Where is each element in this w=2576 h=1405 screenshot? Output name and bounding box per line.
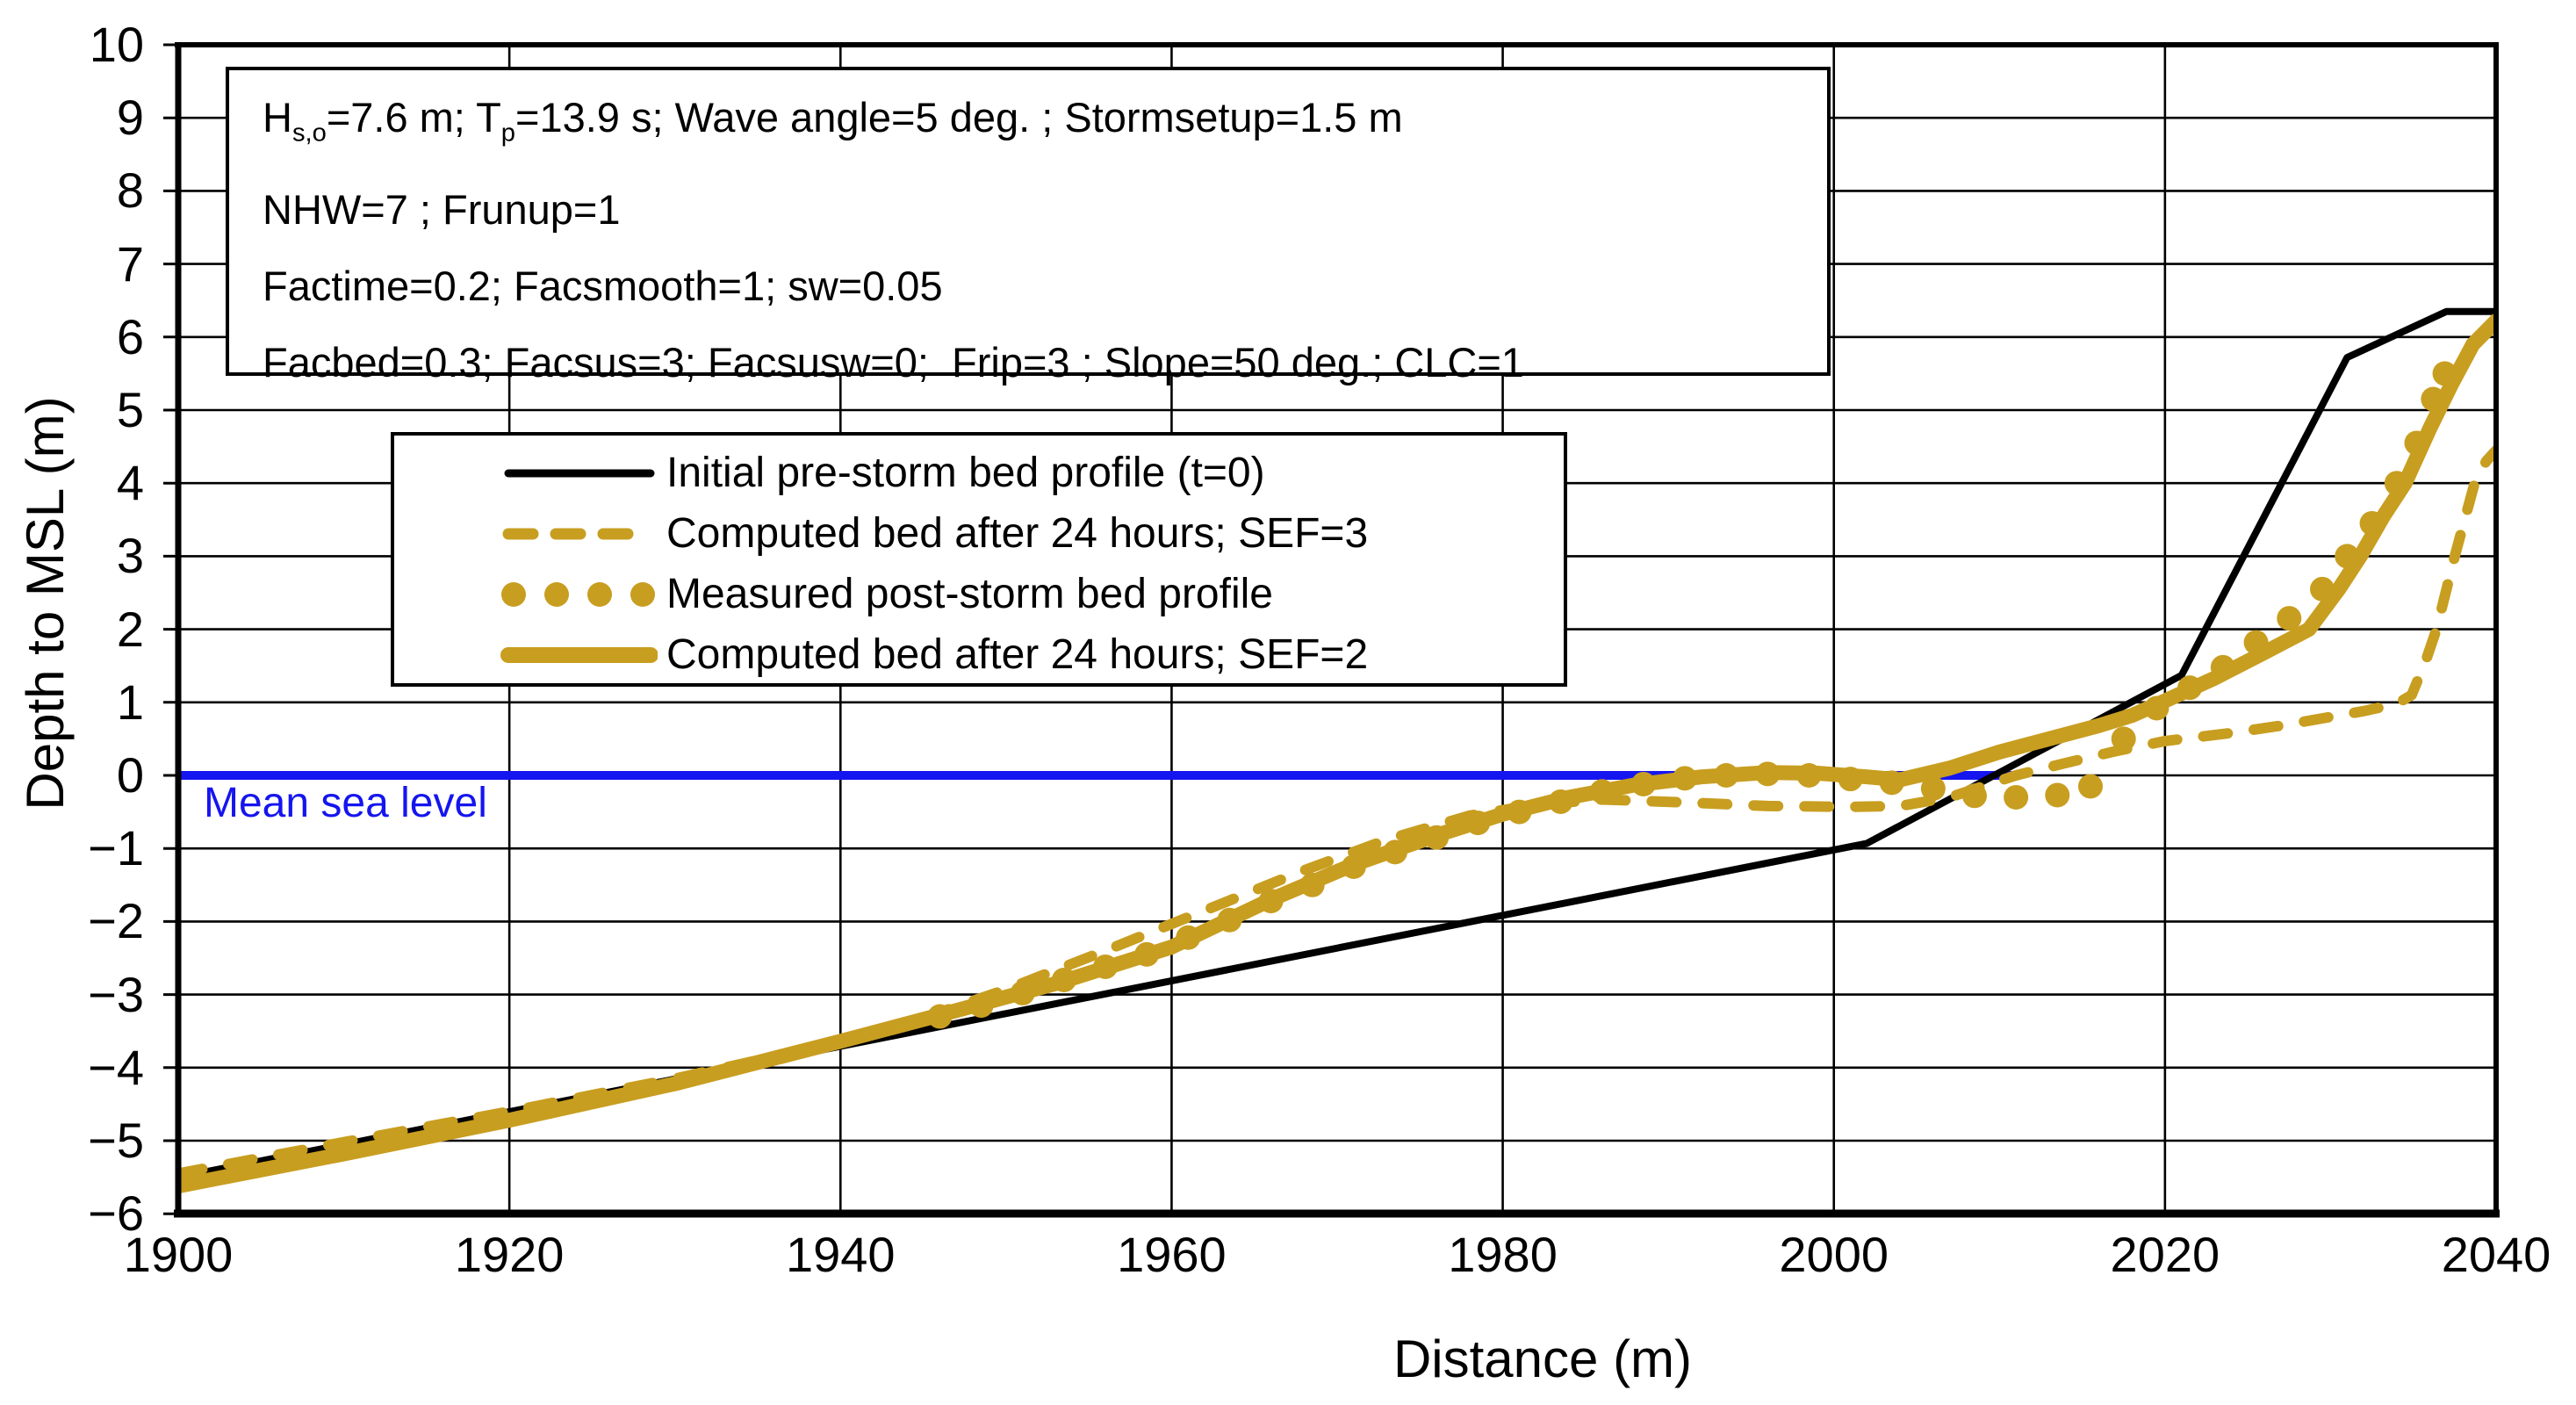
legend-item-label: Measured post-storm bed profile [666,571,1273,617]
x-tick-label: 1920 [454,1227,565,1282]
y-tick-label: 5 [116,382,144,437]
y-tick-label: −6 [88,1185,144,1242]
legend-dot [587,581,612,607]
legend-item: Computed bed after 24 hours; SEF=3 [394,503,1564,564]
legend-box: Initial pre-storm bed profile (t=0) Compu… [391,432,1567,687]
data-point [2111,726,2136,752]
y-tick-label: −5 [88,1113,144,1168]
legend-dot [501,581,526,607]
x-tick-label: 2040 [2441,1227,2551,1282]
y-tick-label: −2 [88,893,144,949]
series-line [178,307,2496,1181]
y-tick-label: −4 [88,1039,144,1095]
data-point [2078,774,2103,799]
legend-item-label: Computed bed after 24 hours; SEF=3 [666,510,1369,557]
annotation-text: NHW=7 ; Frunup=1 [263,186,621,234]
data-point [1920,775,1946,801]
data-point [2277,606,2302,631]
data-point [2045,782,2070,808]
annotation-text: Factime=0.2; Facsmooth=1; sw=0.05 [263,263,943,310]
annotation-text: Facbed=0.3; Facsus=3; Facsusw=0; Frip=3 … [263,339,1524,386]
parameter-annotation-box: Hs,o=7.6 m; Tp=13.9 s; Wave angle=5 deg.… [226,67,1831,385]
legend-marker-solid [504,469,655,477]
legend-marker-solid [500,646,658,663]
data-point [2004,784,2029,810]
y-tick-label: 8 [116,162,144,219]
annotation-subscript: p [500,119,515,148]
x-tick-label: 2000 [1779,1227,1889,1282]
legend-dot [544,581,569,607]
mean-sea-level-label: Mean sea level [204,780,487,826]
annotation-line: Factime=0.2; Facsmooth=1; sw=0.05 [263,248,1827,324]
annotation-text: =7.6 m; T [326,94,501,140]
legend-item-label: Initial pre-storm bed profile (t=0) [666,450,1265,496]
legend-marker-dots [501,581,655,607]
annotation-line: Facbed=0.3; Facsus=3; Facsusw=0; Frip=3 … [263,324,1827,400]
annotation-line: NHW=7 ; Frunup=1 [263,171,1827,248]
series-group [178,307,2496,1194]
legend-item: Measured post-storm bed profile [394,564,1564,624]
x-tick-label: 1940 [785,1227,896,1282]
data-point [1962,783,1987,809]
y-tick-label: 2 [116,601,144,657]
y-tick-label: 3 [116,528,144,584]
y-tick-label: 7 [116,235,144,292]
y-tick-label: 4 [116,455,144,511]
y-tick-label: 10 [89,17,144,72]
annotation-text: H [263,94,292,140]
x-tick-label: 1900 [123,1227,234,1282]
y-tick-label: 9 [116,90,144,146]
y-tick-label: −3 [88,966,144,1022]
x-tick-label: 2020 [2110,1227,2220,1282]
annotation-line: Hs,o=7.6 m; Tp=13.9 s; Wave angle=5 deg.… [263,79,1827,171]
legend-item-label: Computed bed after 24 hours; SEF=2 [666,631,1369,678]
y-tick-label: −1 [88,820,144,876]
plot-frame [174,42,2500,1218]
legend-item: Initial pre-storm bed profile (t=0) [394,443,1564,503]
y-tick-label: 0 [116,747,144,803]
annotation-text: =13.9 s; Wave angle=5 deg. ; Stormsetup=… [515,94,1403,140]
series-line [178,313,2496,1194]
legend-dot [630,581,655,607]
annotation-subscript: s,o [291,119,327,148]
y-tick-label: 6 [116,308,144,364]
legend-marker-dashed [502,528,657,539]
y-tick-label: 1 [116,674,144,730]
legend-item: Computed bed after 24 hours; SEF=2 [394,624,1564,685]
x-axis-title: Distance (m) [1392,1329,1693,1388]
x-tick-label: 1980 [1448,1227,1558,1282]
x-tick-label: 1960 [1117,1227,1227,1282]
